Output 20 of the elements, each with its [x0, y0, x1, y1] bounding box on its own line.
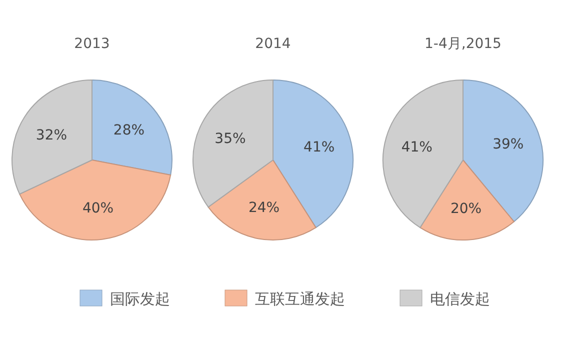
data-label: 41% [304, 140, 335, 156]
legend-label: 国际发起 [110, 290, 170, 308]
chart-title: 2014 [255, 36, 291, 52]
chart-title: 1-4月,2015 [424, 36, 502, 52]
pie-slice [420, 160, 514, 240]
legend-label: 电信发起 [430, 290, 490, 308]
data-label: 24% [248, 200, 280, 216]
pie-slice [92, 80, 172, 176]
chart-title: 2013 [74, 36, 110, 52]
pie-slice [208, 160, 316, 240]
data-label: 39% [492, 136, 524, 153]
legend-label: 互联互通发起 [255, 290, 345, 308]
data-label: 32% [36, 127, 68, 144]
data-label: 41% [401, 140, 432, 156]
data-label: 35% [214, 131, 246, 148]
data-label: 20% [450, 200, 482, 217]
data-label: 40% [82, 200, 114, 217]
pie-slice [19, 160, 172, 240]
pie-slice [12, 80, 92, 195]
data-label: 28% [113, 122, 145, 138]
